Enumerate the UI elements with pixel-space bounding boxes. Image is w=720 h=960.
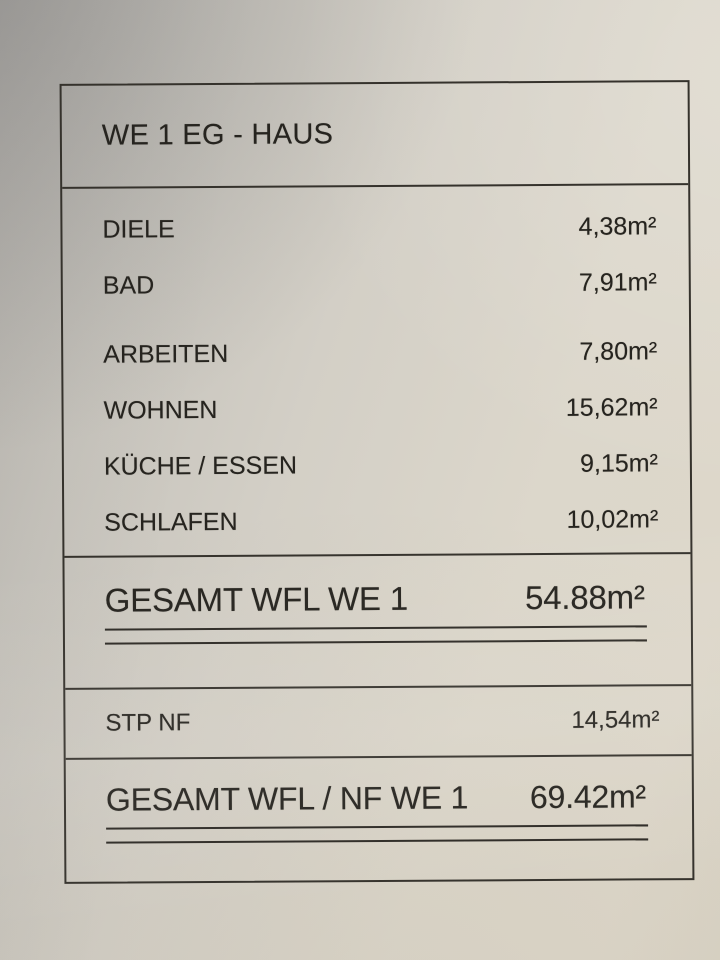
room-label: DIELE bbox=[102, 214, 175, 244]
table-row: ARBEITEN 7,80m² bbox=[63, 323, 689, 383]
area-table: WE 1 EG - HAUS DIELE 4,38m² BAD 7,91m² A… bbox=[59, 80, 695, 886]
table-row: WOHNEN 15,62m² bbox=[63, 379, 689, 439]
table-row: SCHLAFEN 10,02m² bbox=[64, 491, 690, 551]
table-row: BAD 7,91m² bbox=[63, 254, 689, 314]
table-title-row: WE 1 EG - HAUS bbox=[62, 82, 689, 187]
room-area: 15,62m² bbox=[565, 392, 658, 422]
total-wfl-label: GESAMT WFL WE 1 bbox=[104, 579, 409, 619]
room-area: 7,91m² bbox=[578, 267, 657, 297]
total-wfl-nf-area: 69.42m² bbox=[529, 778, 647, 816]
total-wfl-section: GESAMT WFL WE 1 54.88m² bbox=[64, 552, 692, 688]
table-title: WE 1 EG - HAUS bbox=[101, 118, 334, 152]
room-label: BAD bbox=[102, 270, 155, 300]
double-rule bbox=[104, 625, 647, 645]
stp-label: STP NF bbox=[105, 709, 191, 737]
total-wfl-area: 54.88m² bbox=[524, 578, 645, 617]
double-rule bbox=[106, 824, 649, 844]
room-label: ARBEITEN bbox=[103, 339, 229, 369]
total-wfl-row: GESAMT WFL WE 1 54.88m² bbox=[65, 578, 691, 620]
room-area: 7,80m² bbox=[579, 336, 658, 366]
table-row: KÜCHE / ESSEN 9,15m² bbox=[64, 435, 690, 495]
total-wfl-nf-row: GESAMT WFL / NF WE 1 69.42m² bbox=[66, 778, 692, 819]
total-wfl-nf-label: GESAMT WFL / NF WE 1 bbox=[105, 779, 469, 818]
room-area: 4,38m² bbox=[578, 211, 657, 241]
stp-area: 14,54m² bbox=[571, 706, 660, 734]
room-label: KÜCHE / ESSEN bbox=[103, 450, 298, 481]
rooms-section: DIELE 4,38m² BAD 7,91m² ARBEITEN 7,80m² … bbox=[62, 183, 691, 556]
table-row: DIELE 4,38m² bbox=[62, 198, 688, 258]
room-label: WOHNEN bbox=[103, 395, 218, 425]
room-area: 9,15m² bbox=[579, 448, 658, 478]
room-label: SCHLAFEN bbox=[104, 507, 238, 537]
room-area: 10,02m² bbox=[566, 504, 659, 534]
total-wfl-nf-section: GESAMT WFL / NF WE 1 69.42m² bbox=[65, 754, 693, 886]
stp-row: STP NF 14,54m² bbox=[65, 684, 692, 758]
